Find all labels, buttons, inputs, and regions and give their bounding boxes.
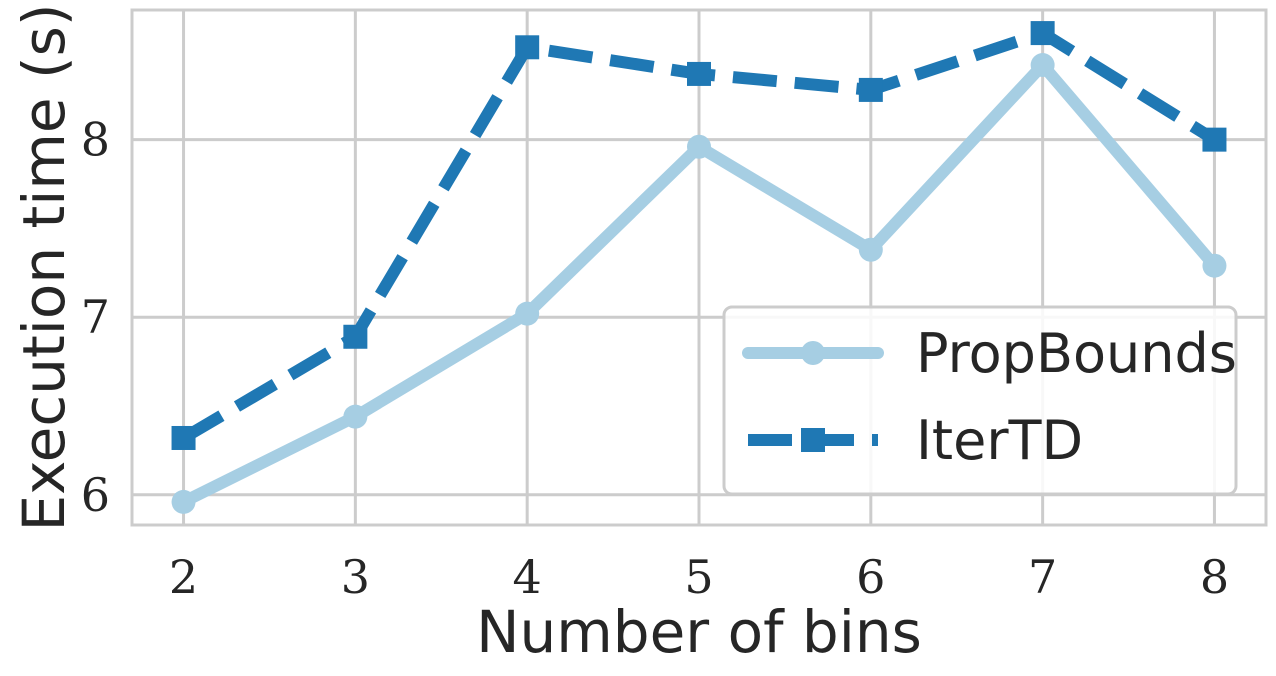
propbounds-point [1030, 53, 1055, 78]
legend-entries: PropBounds IterTD [742, 322, 1237, 472]
x-tick-label: 6 [856, 550, 885, 604]
x-axis-ticks: 2 3 4 5 6 7 8 [169, 550, 1229, 604]
legend: PropBounds IterTD [722, 305, 1238, 496]
x-tick-label: 5 [684, 550, 713, 604]
itertd-point [1030, 21, 1055, 46]
itertd-point [858, 77, 883, 102]
propbounds-point [171, 489, 196, 514]
itertd-point [171, 425, 196, 450]
propbounds-point [1202, 253, 1227, 278]
series-group [171, 21, 1227, 514]
x-tick-label: 8 [1200, 550, 1229, 604]
y-axis-ticks: 6 7 8 [81, 113, 110, 522]
y-tick-label: 7 [81, 290, 110, 344]
y-axis-label: Execution time (s) [10, 3, 78, 531]
plot-frame [130, 8, 1268, 527]
legend-propbounds-label: PropBounds [916, 322, 1237, 385]
propbounds-point [515, 301, 540, 326]
propbounds-point [343, 404, 368, 429]
y-tick-label: 8 [81, 113, 110, 167]
y-tick-label: 6 [81, 468, 110, 522]
x-tick-label: 7 [1028, 550, 1057, 604]
itertd-point [515, 35, 540, 60]
legend-propbounds-marker [801, 341, 825, 365]
itertd-point [1202, 127, 1227, 152]
x-tick-label: 2 [169, 550, 198, 604]
itertd-point [687, 61, 711, 86]
propbounds-point [858, 237, 883, 262]
legend-itertd-label: IterTD [916, 409, 1083, 472]
legend-itertd-marker [801, 428, 825, 452]
x-tick-label: 4 [513, 550, 542, 604]
x-tick-label: 3 [341, 550, 370, 604]
itertd-point [343, 324, 368, 349]
x-axis-label: Number of bins [476, 598, 922, 666]
propbounds-point [687, 134, 711, 159]
